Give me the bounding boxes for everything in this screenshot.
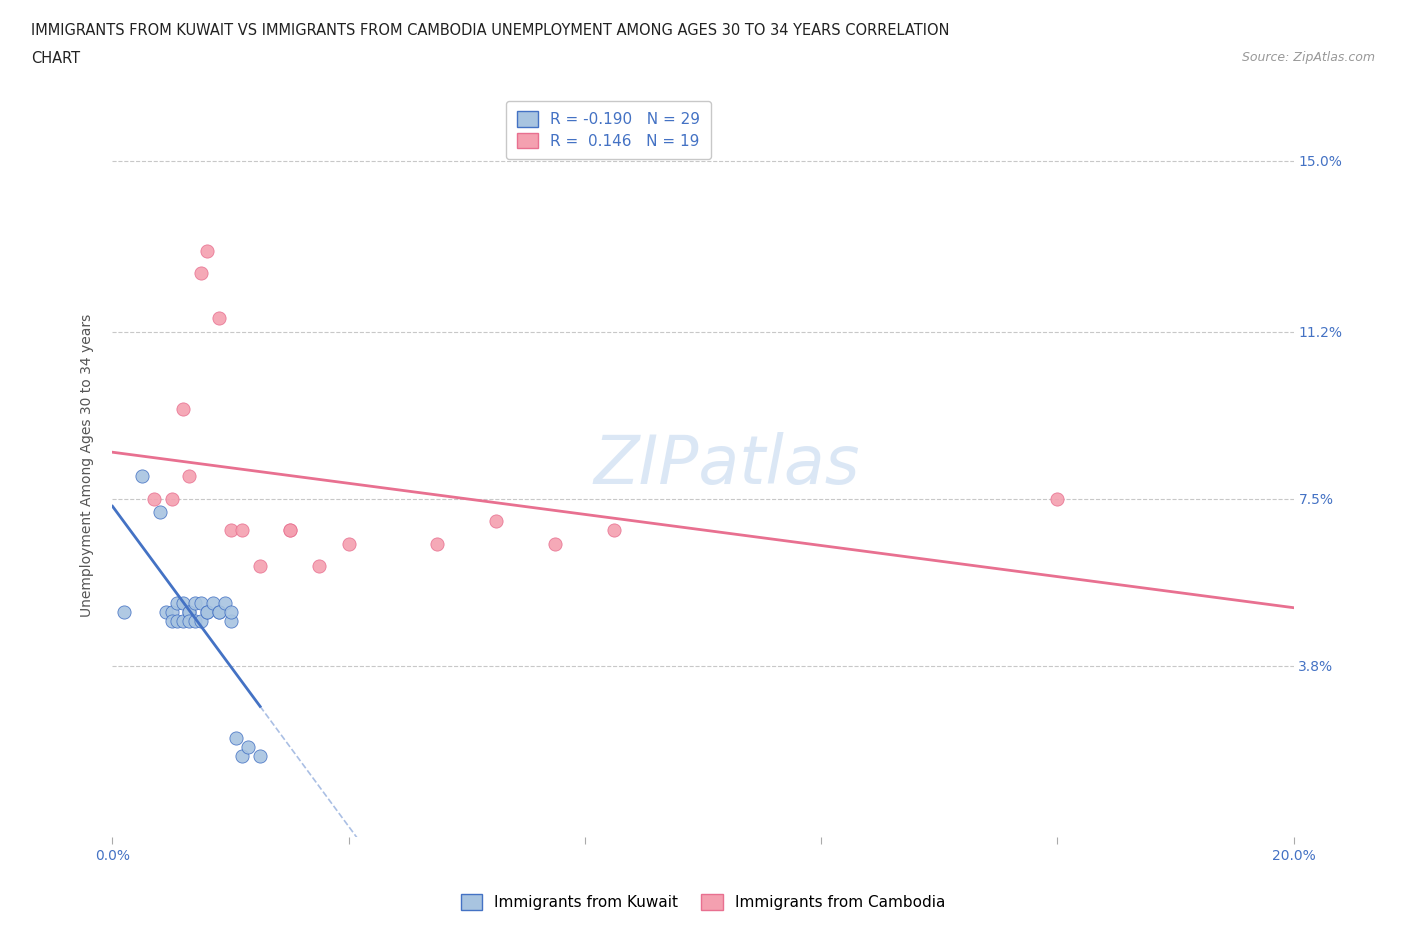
Point (219, 523, 242, 538)
Point (195, 244, 218, 259)
Point (184, 595, 207, 610)
Point (219, 613, 242, 628)
Point (166, 595, 188, 610)
Point (166, 613, 188, 628)
Point (172, 613, 194, 628)
Point (190, 613, 212, 628)
Point (149, 505, 172, 520)
Point (485, 514, 508, 529)
Point (172, 401, 194, 416)
Point (603, 523, 626, 538)
Point (155, 604, 177, 619)
Legend: Immigrants from Kuwait, Immigrants from Cambodia: Immigrants from Kuwait, Immigrants from … (453, 886, 953, 918)
Text: CHART: CHART (31, 51, 80, 66)
Point (544, 537, 567, 551)
Point (214, 595, 236, 610)
Point (225, 730, 247, 745)
Point (190, 266, 212, 281)
Point (142, 491, 165, 506)
Point (160, 604, 183, 619)
Point (231, 523, 253, 538)
Point (179, 604, 201, 619)
Point (190, 595, 212, 610)
Point (249, 559, 271, 574)
Point (172, 595, 194, 610)
Point (278, 523, 301, 538)
Point (160, 491, 183, 506)
Point (160, 613, 183, 628)
Point (426, 537, 449, 551)
Point (208, 311, 231, 325)
Text: ZIPatlas: ZIPatlas (593, 432, 860, 498)
Point (249, 749, 271, 764)
Text: IMMIGRANTS FROM KUWAIT VS IMMIGRANTS FROM CAMBODIA UNEMPLOYMENT AMONG AGES 30 TO: IMMIGRANTS FROM KUWAIT VS IMMIGRANTS FRO… (31, 23, 949, 38)
Point (201, 595, 224, 610)
Point (184, 613, 207, 628)
Point (231, 749, 253, 764)
Point (179, 469, 201, 484)
Point (238, 739, 260, 754)
Point (179, 604, 201, 619)
Legend: R = -0.190   N = 29, R =  0.146   N = 19: R = -0.190 N = 29, R = 0.146 N = 19 (506, 100, 711, 159)
Y-axis label: Unemployment Among Ages 30 to 34 years: Unemployment Among Ages 30 to 34 years (80, 313, 94, 617)
Point (131, 469, 153, 484)
Point (219, 604, 242, 619)
Text: Source: ZipAtlas.com: Source: ZipAtlas.com (1241, 51, 1375, 64)
Point (195, 604, 218, 619)
Point (278, 523, 301, 538)
Point (112, 604, 135, 619)
Point (195, 604, 218, 619)
Point (179, 613, 201, 628)
Point (208, 604, 231, 619)
Point (208, 604, 231, 619)
Point (308, 559, 330, 574)
Point (337, 537, 360, 551)
Point (1046, 491, 1069, 506)
